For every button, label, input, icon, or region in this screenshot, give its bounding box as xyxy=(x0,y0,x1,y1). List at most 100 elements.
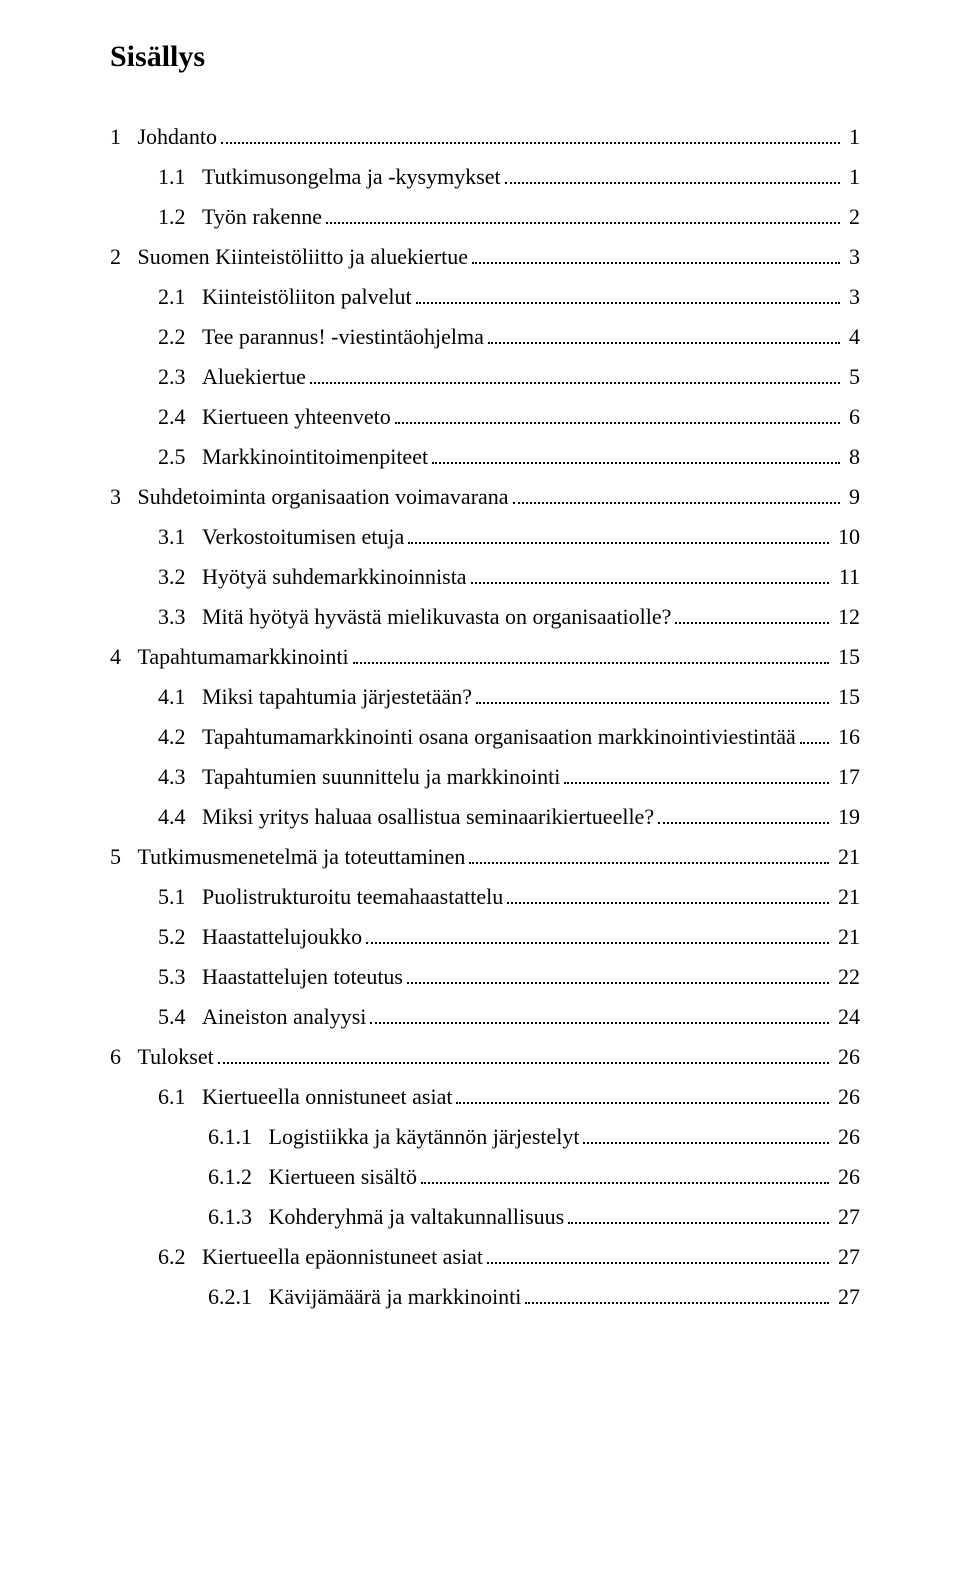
toc-entry-separator xyxy=(186,926,203,948)
toc-entry: 1.2 Työn rakenne 2 xyxy=(110,206,860,229)
toc-entry: 1 Johdanto 1 xyxy=(110,126,860,149)
toc-entry: 3.3 Mitä hyötyä hyvästä mielikuvasta on … xyxy=(110,606,860,629)
toc-entry-leader-dots xyxy=(658,822,828,824)
toc-entry: 6.2 Kiertueella epäonnistuneet asiat 27 xyxy=(110,1246,860,1269)
toc-entry-separator xyxy=(121,126,138,148)
toc-entry-leader-dots xyxy=(407,982,829,984)
toc-entry-text: Aineiston analyysi xyxy=(202,1006,366,1028)
toc-entry-separator xyxy=(186,886,203,908)
toc-entry-number: 2 xyxy=(110,246,121,268)
toc-entry-page: 8 xyxy=(844,446,861,468)
toc-entry-separator xyxy=(186,406,203,428)
toc-entry-leader-dots xyxy=(395,422,840,424)
toc-entry-page: 4 xyxy=(844,326,861,348)
toc-entry-leader-dots xyxy=(472,262,839,264)
toc-entry-separator xyxy=(186,326,203,348)
toc-entry-number: 3.1 xyxy=(158,526,186,548)
toc-entry-page: 2 xyxy=(844,206,861,228)
toc-entry: 2.5 Markkinointitoimenpiteet 8 xyxy=(110,446,860,469)
toc-entry-text: Suomen Kiinteistöliitto ja aluekiertue xyxy=(138,246,469,268)
toc-entry-separator xyxy=(186,446,203,468)
toc-entry-text: Tapahtumamarkkinointi osana organisaatio… xyxy=(202,726,796,748)
toc-entry-number: 3.3 xyxy=(158,606,186,628)
toc-entry-leader-dots xyxy=(310,382,840,384)
toc-entry-separator xyxy=(186,966,203,988)
toc-entry: 2.2 Tee parannus! -viestintäohjelma 4 xyxy=(110,326,860,349)
toc-entry-page: 5 xyxy=(844,366,861,388)
toc-entry: 6.1.2 Kiertueen sisältö 26 xyxy=(110,1166,860,1189)
toc-entry-page: 22 xyxy=(833,966,861,988)
page: Sisällys 1 Johdanto 11.1 Tutkimusongelma… xyxy=(0,0,960,1589)
toc-entry-text: Kiertueella epäonnistuneet asiat xyxy=(202,1246,483,1268)
toc-entry-text: Kohderyhmä ja valtakunnallisuus xyxy=(269,1206,565,1228)
toc-entry-text: Kiinteistöliiton palvelut xyxy=(202,286,412,308)
toc-entry-number: 4.4 xyxy=(158,806,186,828)
toc-entry-page: 27 xyxy=(833,1246,861,1268)
toc-entry-number: 2.5 xyxy=(158,446,186,468)
toc-entry-leader-dots xyxy=(469,862,828,864)
toc-entry-number: 1 xyxy=(110,126,121,148)
toc-entry-leader-dots xyxy=(366,942,828,944)
toc-entry-separator xyxy=(252,1206,269,1228)
toc-title: Sisällys xyxy=(110,40,860,74)
toc-entry-text: Logistiikka ja käytännön järjestelyt xyxy=(269,1126,580,1148)
toc-entry-leader-dots xyxy=(505,182,840,184)
toc-entry-leader-dots xyxy=(471,582,830,584)
toc-entry: 2.1 Kiinteistöliiton palvelut 3 xyxy=(110,286,860,309)
toc-entry-leader-dots xyxy=(675,622,828,624)
toc-entry-separator xyxy=(186,526,203,548)
toc-entry-leader-dots xyxy=(416,302,840,304)
toc-entry-number: 6 xyxy=(110,1046,121,1068)
toc-entry-page: 3 xyxy=(844,246,861,268)
toc-entry-leader-dots xyxy=(432,462,839,464)
toc-entry-leader-dots xyxy=(513,502,840,504)
toc-entry-number: 6.1.1 xyxy=(208,1126,252,1148)
toc-list: 1 Johdanto 11.1 Tutkimusongelma ja -kysy… xyxy=(110,126,860,1309)
toc-entry-number: 1.1 xyxy=(158,166,186,188)
toc-entry-text: Kävijämäärä ja markkinointi xyxy=(269,1286,522,1308)
toc-entry-leader-dots xyxy=(476,702,828,704)
toc-entry: 3.1 Verkostoitumisen etuja 10 xyxy=(110,526,860,549)
toc-entry-number: 2.1 xyxy=(158,286,186,308)
toc-entry-separator xyxy=(252,1166,269,1188)
toc-entry-number: 1.2 xyxy=(158,206,186,228)
toc-entry-page: 1 xyxy=(844,126,861,148)
toc-entry-leader-dots xyxy=(800,742,829,744)
toc-entry: 5.1 Puolistrukturoitu teemahaastattelu 2… xyxy=(110,886,860,909)
toc-entry-number: 2.4 xyxy=(158,406,186,428)
toc-entry-text: Haastattelujen toteutus xyxy=(202,966,403,988)
toc-entry: 6 Tulokset 26 xyxy=(110,1046,860,1069)
toc-entry-number: 3.2 xyxy=(158,566,186,588)
toc-entry-page: 21 xyxy=(833,926,861,948)
toc-entry-separator xyxy=(186,166,203,188)
toc-entry-text: Miksi yritys haluaa osallistua seminaari… xyxy=(202,806,654,828)
toc-entry: 4.1 Miksi tapahtumia järjestetään? 15 xyxy=(110,686,860,709)
toc-entry-number: 4.2 xyxy=(158,726,186,748)
toc-entry-separator xyxy=(252,1286,269,1308)
toc-entry-leader-dots xyxy=(370,1022,828,1024)
toc-entry-number: 5 xyxy=(110,846,121,868)
toc-entry-number: 4 xyxy=(110,646,121,668)
toc-entry-page: 27 xyxy=(833,1286,861,1308)
toc-entry-leader-dots xyxy=(326,222,839,224)
toc-entry-page: 24 xyxy=(833,1006,861,1028)
toc-entry-number: 6.1 xyxy=(158,1086,186,1108)
toc-entry-separator xyxy=(252,1126,269,1148)
toc-entry-text: Tapahtumamarkkinointi xyxy=(138,646,349,668)
toc-entry-separator xyxy=(186,566,203,588)
toc-entry-leader-dots xyxy=(568,1222,828,1224)
toc-entry-leader-dots xyxy=(353,662,829,664)
toc-entry-text: Miksi tapahtumia järjestetään? xyxy=(202,686,472,708)
toc-entry-number: 6.2.1 xyxy=(208,1286,252,1308)
toc-entry-page: 26 xyxy=(833,1046,861,1068)
toc-entry-text: Mitä hyötyä hyvästä mielikuvasta on orga… xyxy=(202,606,671,628)
toc-entry-separator xyxy=(186,286,203,308)
toc-entry: 3.2 Hyötyä suhdemarkkinoinnista 11 xyxy=(110,566,860,589)
toc-entry: 4.4 Miksi yritys haluaa osallistua semin… xyxy=(110,806,860,829)
toc-entry: 5.3 Haastattelujen toteutus 22 xyxy=(110,966,860,989)
toc-entry-number: 2.2 xyxy=(158,326,186,348)
toc-entry: 5 Tutkimusmenetelmä ja toteuttaminen 21 xyxy=(110,846,860,869)
toc-entry-separator xyxy=(121,246,138,268)
toc-entry: 4 Tapahtumamarkkinointi 15 xyxy=(110,646,860,669)
toc-entry-leader-dots xyxy=(487,1262,829,1264)
